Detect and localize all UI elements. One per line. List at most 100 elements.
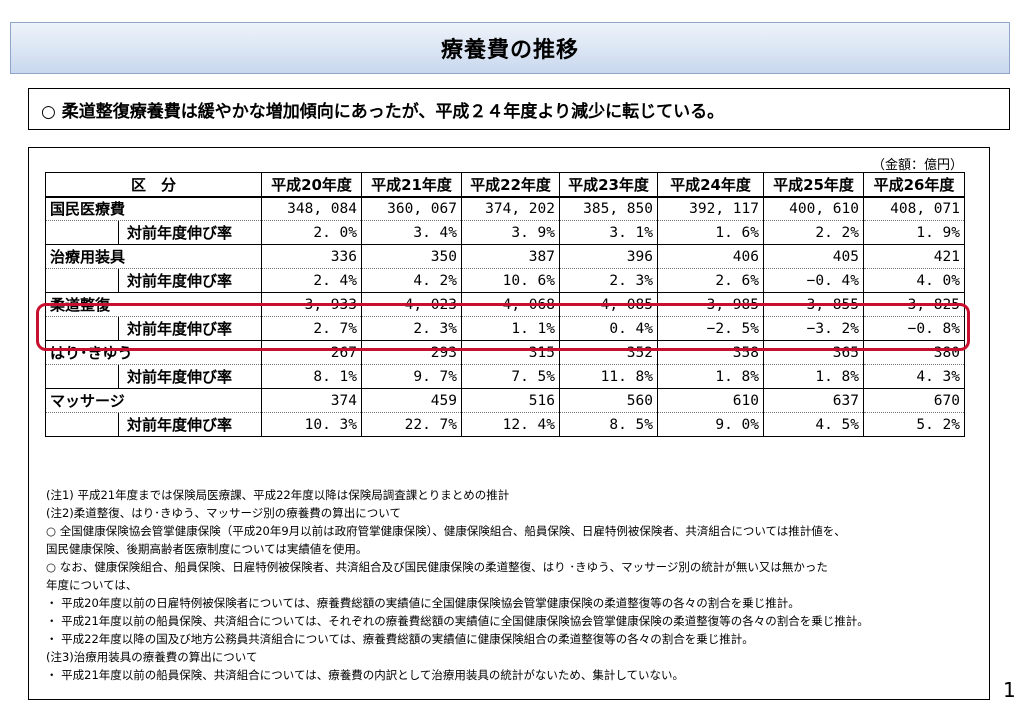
note-line: ・ 平成21年度以前の船員保険、共済組合については、療養費の内訳として治療用装具… [46, 668, 685, 682]
unit-label: （金額：億円） [872, 158, 964, 173]
growth-label-cell: 対前年度伸び率 [45, 316, 262, 341]
value-cell: 336 [261, 244, 362, 269]
growth-cell: 2. 7% [261, 316, 362, 341]
notes: (注1) 平成21年度までは保険局医療課、平成22年度以降は保険局調査課とりまと… [46, 486, 869, 684]
growth-cell: 1. 9% [863, 220, 965, 245]
growth-cell: 2. 6% [657, 268, 764, 293]
value-cell: 459 [361, 388, 462, 413]
note-line: (注3)治療用装具の療養費の算出について [46, 650, 258, 664]
note-line: ○ 全国健康保険協会管掌健康保険（平成20年9月以前は政府管掌健康保険）、健康保… [46, 524, 846, 538]
value-cell: 392, 117 [657, 196, 764, 221]
growth-cell: 3. 9% [461, 220, 560, 245]
growth-row: 対前年度伸び率 8. 1% 9. 7% 7. 5% 11. 8% 1. 8% 1. 8% 4.… [45, 364, 965, 389]
value-cell: 358 [657, 340, 764, 365]
value-cell: 374, 202 [461, 196, 560, 221]
growth-cell: 2. 3% [559, 268, 658, 293]
growth-cell: 2. 0% [261, 220, 362, 245]
table-row: 治療用装具 336 350 387 396 406 405 421 [45, 244, 965, 269]
value-cell: 516 [461, 388, 560, 413]
table-row: 柔道整復 3, 933 4, 023 4, 068 4, 085 3, 985 3, 855… [45, 292, 965, 317]
growth-cell: 1. 8% [657, 364, 764, 389]
note-line: ・ 平成21年度以前の船員保険、共済組合については、それぞれの療養費総額の実績値… [46, 614, 869, 628]
value-cell: 406 [657, 244, 764, 269]
growth-cell: 3. 1% [559, 220, 658, 245]
growth-cell: 7. 5% [461, 364, 560, 389]
value-cell: 348, 084 [261, 196, 362, 221]
value-cell: 374 [261, 388, 362, 413]
value-cell: 387 [461, 244, 560, 269]
growth-cell: 2. 4% [261, 268, 362, 293]
growth-row: 対前年度伸び率 2. 7% 2. 3% 1. 1% 0. 4% −2. 5% −3. 2% −… [45, 316, 965, 341]
summary-text: ○ 柔道整復療養費は緩やかな増加傾向にあったが、平成２４年度より減少に転じている… [41, 101, 725, 122]
row-category: マッサージ [45, 388, 262, 413]
row-category: 治療用装具 [45, 244, 262, 269]
value-cell: 637 [763, 388, 864, 413]
growth-cell: 2. 2% [763, 220, 864, 245]
growth-cell: 8. 5% [559, 412, 658, 437]
growth-cell: 8. 1% [261, 364, 362, 389]
growth-cell: −0. 8% [863, 316, 965, 341]
note-line: ・ 平成22年度以降の国及び地方公務員共済組合については、療養費総額の実績値に健… [46, 632, 754, 646]
header-category: 区 分 [45, 172, 262, 198]
growth-label: 対前年度伸び率 [127, 368, 233, 386]
growth-label-cell: 対前年度伸び率 [45, 220, 262, 245]
growth-label-cell: 対前年度伸び率 [45, 412, 262, 437]
value-cell: 405 [763, 244, 864, 269]
growth-cell: 2. 3% [361, 316, 462, 341]
header-year: 平成22年度 [461, 172, 560, 198]
header-year: 平成26年度 [863, 172, 965, 198]
value-cell: 408, 071 [863, 196, 965, 221]
growth-cell: 5. 2% [863, 412, 965, 437]
growth-cell: 1. 6% [657, 220, 764, 245]
growth-cell: 10. 3% [261, 412, 362, 437]
growth-cell: 9. 7% [361, 364, 462, 389]
summary-box: ○ 柔道整復療養費は緩やかな増加傾向にあったが、平成２４年度より減少に転じている… [28, 88, 1010, 130]
growth-cell: 12. 4% [461, 412, 560, 437]
growth-cell: 10. 6% [461, 268, 560, 293]
growth-cell: 1. 1% [461, 316, 560, 341]
table-row: はり･きゆう 267 293 315 352 358 365 380 [45, 340, 965, 365]
value-cell: 400, 610 [763, 196, 864, 221]
growth-label: 対前年度伸び率 [127, 320, 233, 338]
note-line: 年度については、 [46, 578, 138, 592]
growth-label: 対前年度伸び率 [127, 416, 233, 434]
note-line: (注1) 平成21年度までは保険局医療課、平成22年度以降は保険局調査課とりまと… [46, 488, 510, 502]
value-cell: 560 [559, 388, 658, 413]
growth-cell: 22. 7% [361, 412, 462, 437]
growth-label: 対前年度伸び率 [127, 272, 233, 290]
growth-cell: 3. 4% [361, 220, 462, 245]
value-cell: 610 [657, 388, 764, 413]
table-row: 国民医療費 348, 084 360, 067 374, 202 385, 850 392… [45, 196, 965, 221]
title-bar: 療養費の推移 [10, 22, 1010, 74]
table-row: マッサージ 374 459 516 560 610 637 670 [45, 388, 965, 413]
row-category: 国民医療費 [45, 196, 262, 221]
value-cell: 350 [361, 244, 462, 269]
growth-cell: 1. 8% [763, 364, 864, 389]
header-row: 区 分 平成20年度 平成21年度 平成22年度 平成23年度 平成24年度 平… [45, 172, 965, 198]
table-body: 国民医療費 348, 084 360, 067 374, 202 385, 850 392… [45, 196, 965, 437]
header-year: 平成23年度 [559, 172, 658, 198]
growth-label-cell: 対前年度伸び率 [45, 364, 262, 389]
page-title: 療養費の推移 [440, 38, 579, 63]
growth-cell: 4. 0% [863, 268, 965, 293]
value-cell: 385, 850 [559, 196, 658, 221]
growth-cell: 4. 2% [361, 268, 462, 293]
growth-row: 対前年度伸び率 2. 4% 4. 2% 10. 6% 2. 3% 2. 6% −0. 4% 4… [45, 268, 965, 293]
content-frame [28, 147, 990, 700]
note-line: ○ なお、健康保険組合、船員保険、日雇特例被保険者、共済組合及び国民健康保険の柔… [46, 560, 828, 574]
growth-cell: 4. 3% [863, 364, 965, 389]
header-year: 平成25年度 [763, 172, 864, 198]
value-cell: 421 [863, 244, 965, 269]
growth-row: 対前年度伸び率 2. 0% 3. 4% 3. 9% 3. 1% 1. 6% 2. 2% 1. … [45, 220, 965, 245]
value-cell: 670 [863, 388, 965, 413]
header-year: 平成20年度 [261, 172, 362, 198]
growth-cell: 0. 4% [559, 316, 658, 341]
growth-cell: −2. 5% [657, 316, 764, 341]
cost-table: 区 分 平成20年度 平成21年度 平成22年度 平成23年度 平成24年度 平… [45, 172, 965, 437]
page-number: 1 [1003, 678, 1016, 702]
growth-label-cell: 対前年度伸び率 [45, 268, 262, 293]
growth-cell: 9. 0% [657, 412, 764, 437]
growth-cell: 4. 5% [763, 412, 864, 437]
header-year: 平成24年度 [657, 172, 764, 198]
growth-row: 対前年度伸び率 10. 3% 22. 7% 12. 4% 8. 5% 9. 0% 4. 5%… [45, 412, 965, 437]
